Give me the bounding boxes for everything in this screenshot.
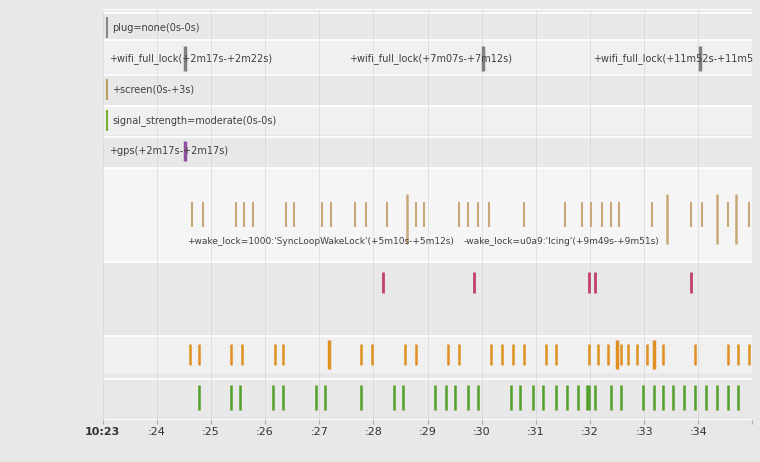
Bar <box>103 137 752 165</box>
Text: +wifi_full_lock(+2m17s-+2m22s): +wifi_full_lock(+2m17s-+2m22s) <box>109 53 272 64</box>
Text: +gps(+2m17s-+2m17s): +gps(+2m17s-+2m17s) <box>109 146 228 156</box>
Bar <box>103 75 752 104</box>
Bar <box>103 262 752 332</box>
Bar <box>103 379 752 416</box>
Bar <box>103 13 752 42</box>
Text: plug=none(0s-0s): plug=none(0s-0s) <box>112 23 200 33</box>
Text: signal_strength=moderate(0s-0s): signal_strength=moderate(0s-0s) <box>112 115 277 126</box>
Bar <box>103 336 752 373</box>
Text: -wake_lock=u0a9:'Icing'(+9m49s-+9m51s): -wake_lock=u0a9:'Icing'(+9m49s-+9m51s) <box>464 237 659 246</box>
Bar <box>103 168 752 262</box>
Bar <box>103 40 752 77</box>
Text: +wifi_full_lock(+7m07s-+7m12s): +wifi_full_lock(+7m07s-+7m12s) <box>350 53 512 64</box>
Text: +screen(0s-+3s): +screen(0s-+3s) <box>112 85 195 94</box>
Text: +wifi_full_lock(+11m52s-+11m5: +wifi_full_lock(+11m52s-+11m5 <box>594 53 753 64</box>
Bar <box>103 106 752 134</box>
Text: +wake_lock=1000:'SyncLoopWakeLock'(+5m10s-+5m12s): +wake_lock=1000:'SyncLoopWakeLock'(+5m10… <box>187 237 454 246</box>
